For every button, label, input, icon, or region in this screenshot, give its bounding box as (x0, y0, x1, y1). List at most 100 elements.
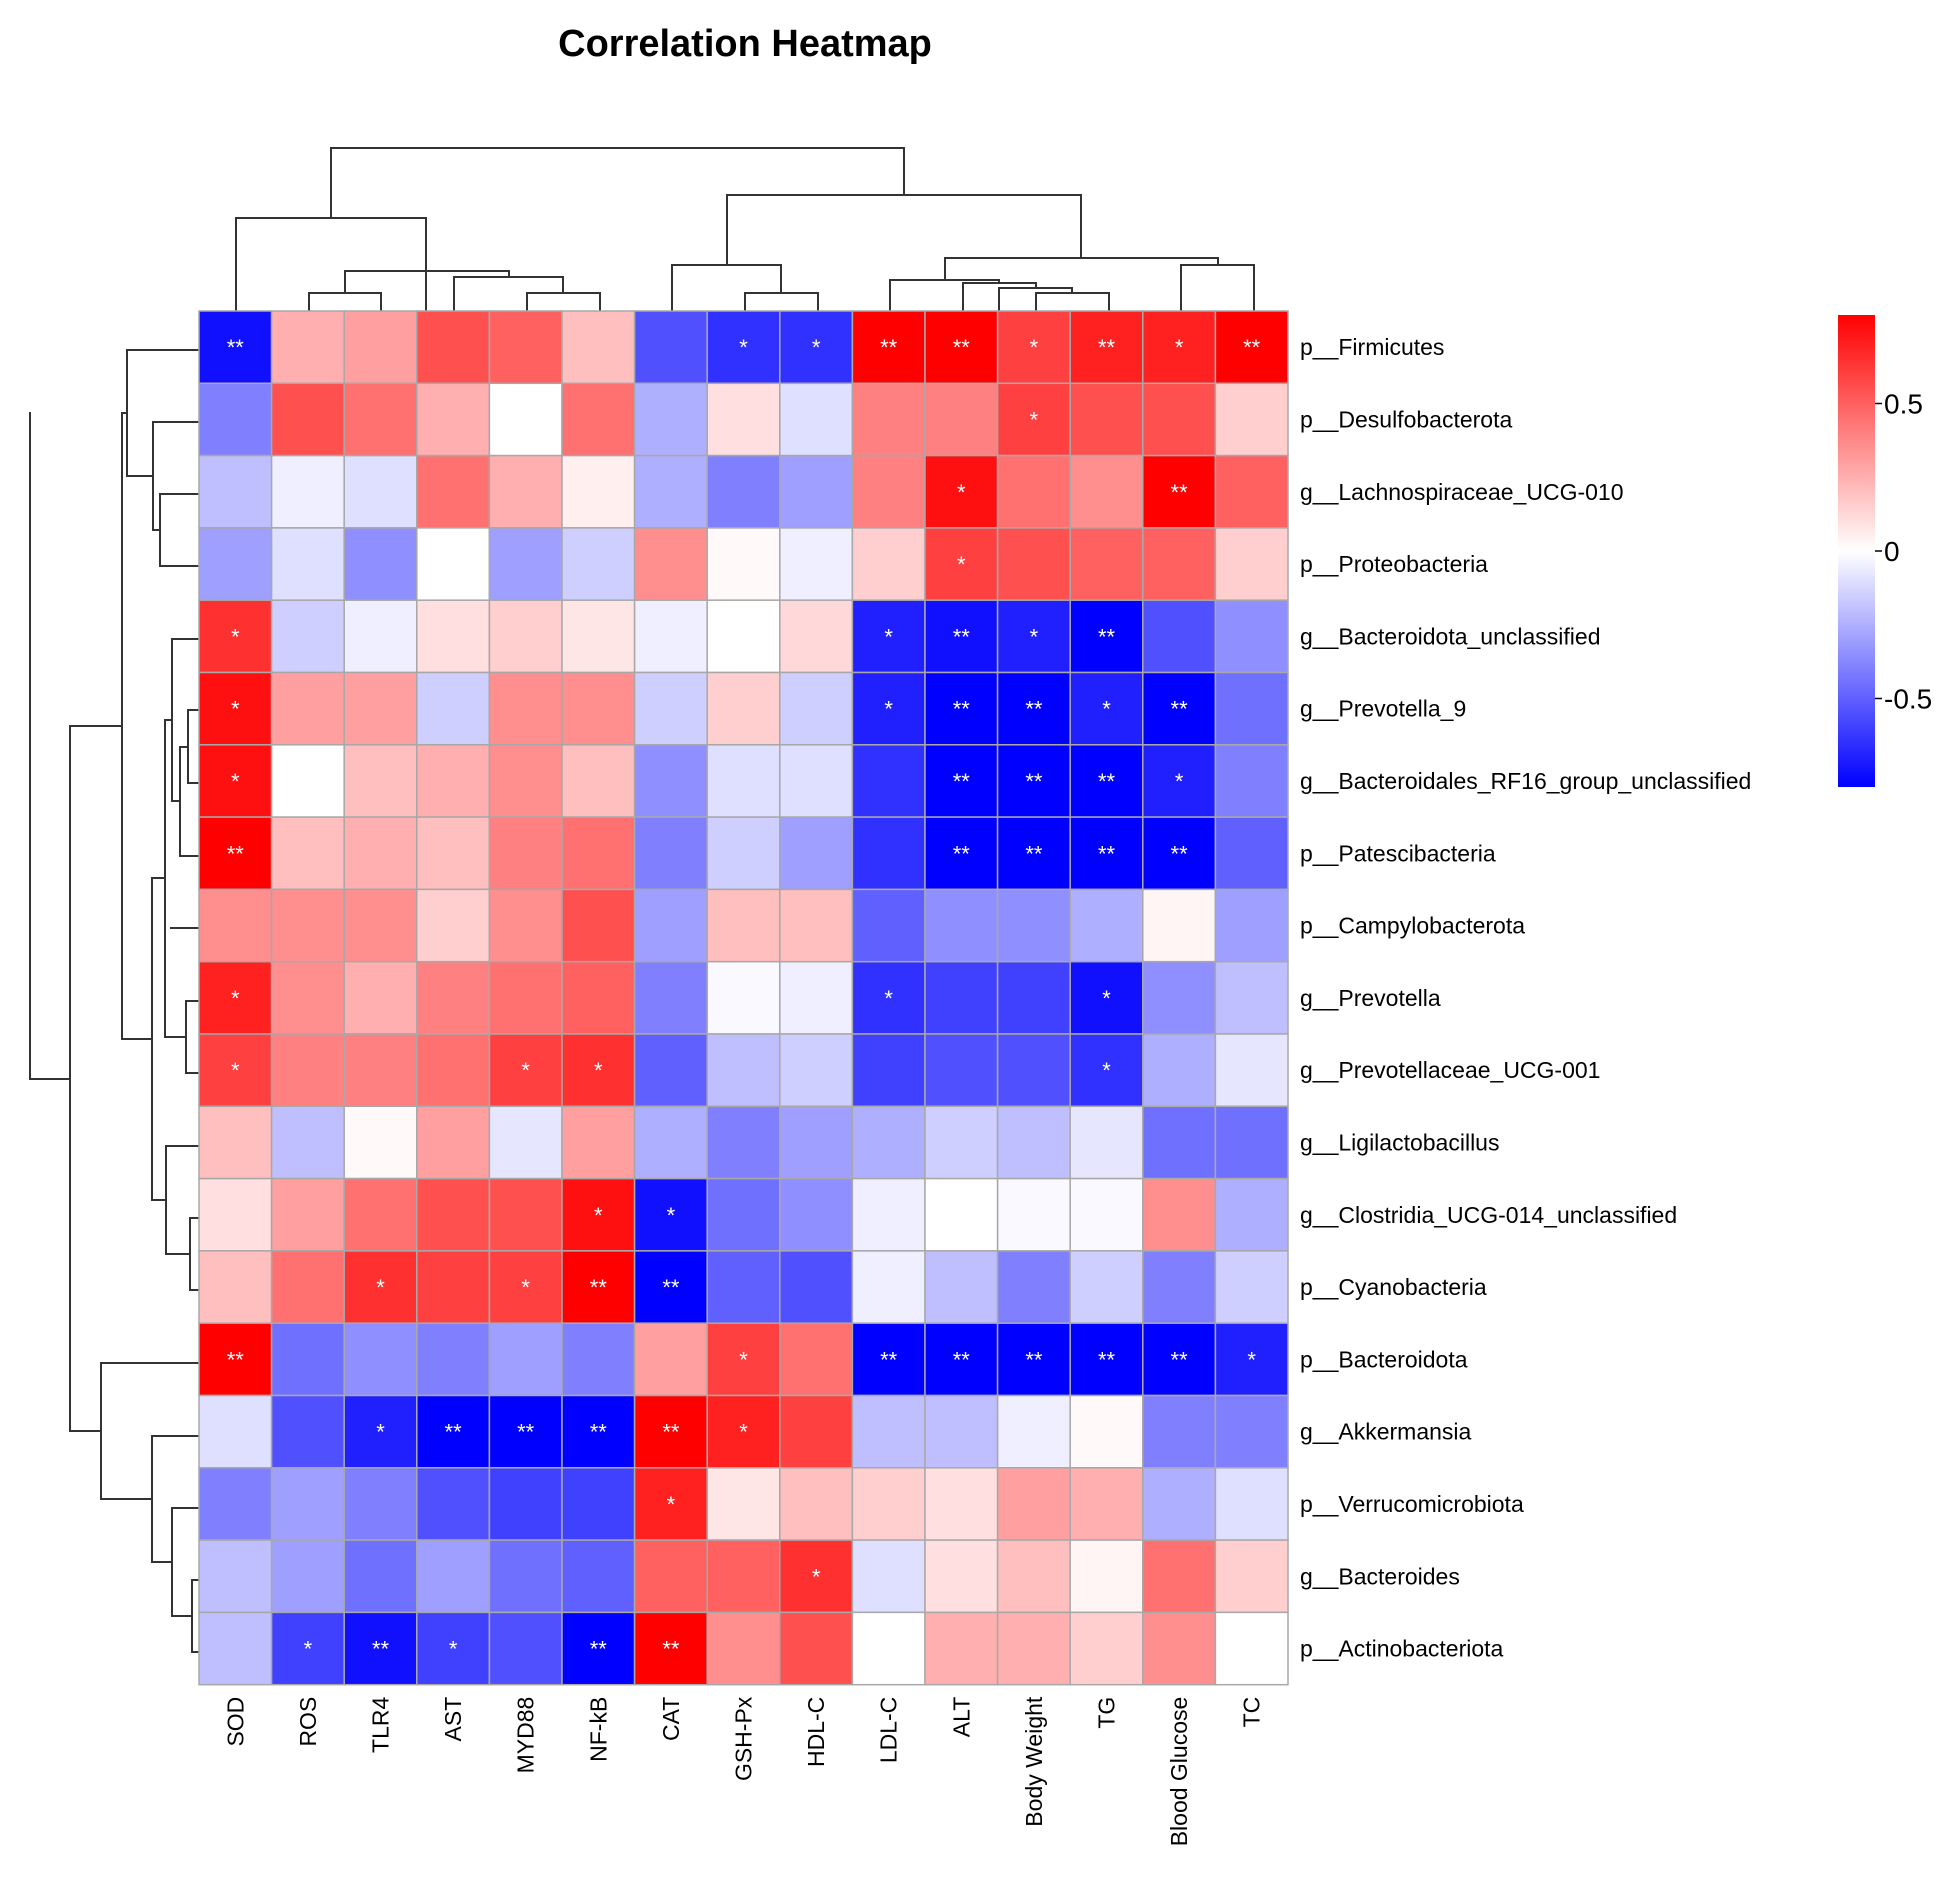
heatmap-cell (343, 671, 418, 746)
row-dendro-link (187, 709, 199, 784)
heatmap-cell (270, 527, 345, 601)
row-label: g__Akkermansia (1300, 1419, 1472, 1445)
color-legend-ticks: 0.5 0 -0.5 (1875, 389, 1932, 715)
heatmap-cell (1142, 382, 1217, 457)
heatmap-cell (561, 1033, 636, 1108)
heatmap-cell (851, 744, 926, 818)
column-label: MYD88 (513, 1697, 539, 1774)
heatmap-cell (343, 1177, 418, 1252)
heatmap-cell (270, 671, 345, 746)
heatmap-cell (1142, 527, 1217, 601)
heatmap-cell (779, 671, 854, 746)
heatmap-cell (198, 671, 273, 746)
heatmap-cell (706, 671, 781, 746)
significance-mark: ** (953, 697, 971, 722)
significance-mark: * (1102, 986, 1111, 1011)
heatmap-cell (1142, 1105, 1217, 1180)
heatmap-cell (996, 1539, 1071, 1614)
heatmap-cell (706, 454, 781, 529)
heatmap-cell (779, 888, 854, 963)
heatmap-cell (270, 1467, 345, 1541)
heatmap-cell (561, 960, 636, 1035)
heatmap-cell (1214, 1250, 1289, 1324)
significance-mark: * (1247, 1347, 1256, 1372)
significance-mark: ** (1025, 1347, 1043, 1372)
row-labels: p__Firmicutes p__Desulfobacterota g__Lachn… (1300, 334, 1751, 1661)
heatmap-cell (343, 1539, 418, 1614)
significance-mark: ** (227, 335, 245, 360)
row-dendrogram (29, 349, 199, 1653)
heatmap-cell (633, 382, 708, 457)
significance-mark: * (957, 552, 966, 577)
heatmap-cell (416, 454, 491, 529)
significance-mark: ** (880, 1347, 898, 1372)
heatmap-cell (924, 599, 999, 674)
heatmap-cell (779, 382, 854, 457)
heatmap-cell (198, 1105, 273, 1180)
row-dendro-link (126, 349, 199, 477)
significance-mark: ** (1025, 769, 1043, 794)
significance-mark: * (231, 624, 240, 649)
heatmap-cell (270, 310, 345, 385)
col-dendro-link (1180, 264, 1255, 311)
heatmap-cell (706, 527, 781, 601)
significance-mark: * (739, 1347, 748, 1372)
heatmap-cell (1142, 599, 1217, 674)
row-label: g__Ligilactobacillus (1300, 1129, 1499, 1155)
col-dendro-link (235, 217, 427, 311)
heatmap-cell (488, 1033, 563, 1108)
heatmap-cell (851, 1467, 926, 1541)
heatmap-cell (416, 382, 491, 457)
row-label: g__Clostridia_UCG-014_unclassified (1300, 1202, 1677, 1228)
heatmap-cell (779, 1611, 854, 1686)
heatmap-cell (706, 1467, 781, 1541)
heatmap-cell (270, 1322, 345, 1397)
heatmap-cell (488, 1322, 563, 1397)
heatmap-cell (198, 1467, 273, 1541)
heatmap-cell (1142, 1394, 1217, 1469)
col-dendro-link (330, 147, 905, 218)
heatmap-cell (416, 888, 491, 963)
heatmap-cell (924, 1177, 999, 1252)
heatmap-cells (198, 310, 1289, 1686)
significance-mark: ** (1025, 841, 1043, 866)
heatmap-cell (633, 888, 708, 963)
heatmap-cell (343, 1322, 418, 1397)
heatmap-cell (1069, 1177, 1144, 1252)
heatmap-cell (1214, 454, 1289, 529)
significance-mark: ** (227, 841, 245, 866)
heatmap-cell (1142, 1611, 1217, 1686)
heatmap-cell (851, 816, 926, 891)
heatmap-cell (996, 816, 1071, 891)
heatmap-cell (488, 310, 563, 385)
significance-mark: * (1030, 407, 1039, 432)
heatmap-cell (416, 1539, 491, 1614)
heatmap-cell (343, 1105, 418, 1180)
heatmap-cell (996, 1105, 1071, 1180)
heatmap-cell (488, 1611, 563, 1686)
row-label: p__Campylobacterota (1300, 913, 1525, 939)
heatmap-cell (270, 744, 345, 818)
significance-mark: ** (1098, 1347, 1116, 1372)
heatmap-cell (343, 1467, 418, 1541)
significance-mark: * (1030, 624, 1039, 649)
heatmap-cell (1069, 1467, 1144, 1541)
heatmap-cell (1069, 1322, 1144, 1397)
significance-mark: * (812, 1564, 821, 1589)
significance-mark: * (231, 769, 240, 794)
col-dendro-link (1035, 292, 1110, 311)
row-label: g__Prevotella_9 (1300, 696, 1466, 722)
significance-mark: * (1175, 335, 1184, 360)
row-dendro-link (121, 412, 152, 1040)
heatmap-cell (488, 671, 563, 746)
color-legend-bar (1838, 315, 1875, 787)
heatmap-cell (270, 454, 345, 529)
significance-mark: ** (662, 1275, 680, 1300)
heatmap-cell (488, 599, 563, 674)
heatmap-cell (633, 1539, 708, 1614)
column-label: LDL-C (876, 1697, 902, 1763)
heatmap-cell (633, 1250, 708, 1324)
heatmap-cell (198, 310, 273, 385)
heatmap-cell (924, 744, 999, 818)
